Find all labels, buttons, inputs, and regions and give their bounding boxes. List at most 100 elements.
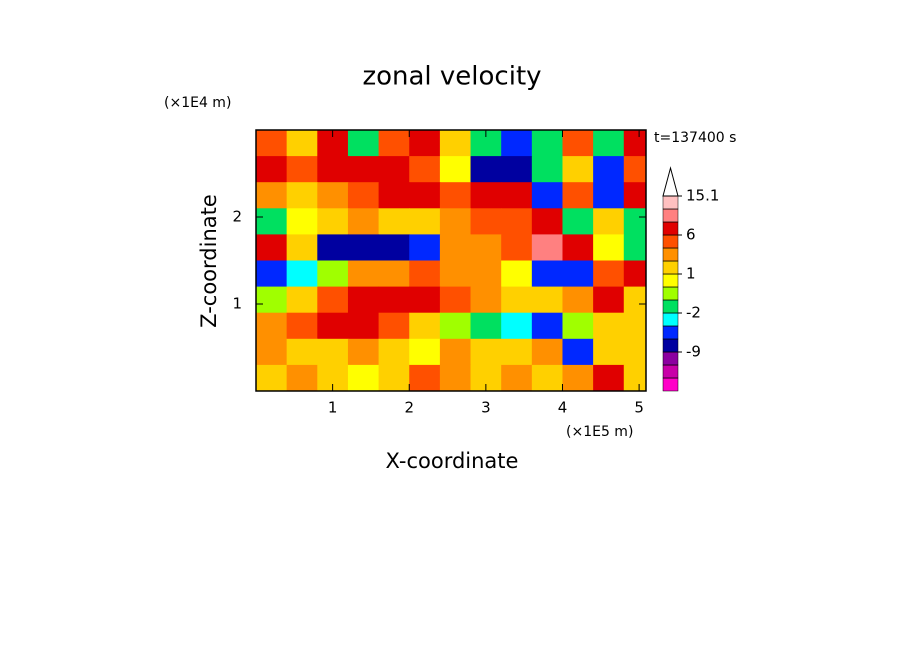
- contour-cell: [409, 156, 441, 183]
- contour-cell: [256, 208, 288, 235]
- contour-cell: [562, 312, 594, 340]
- contour-cell: [409, 364, 441, 391]
- contour-cell: [593, 286, 625, 314]
- contour-cell: [439, 312, 472, 340]
- contour-cell: [378, 286, 410, 314]
- colorbar-segment: [662, 208, 679, 223]
- contour-cell: [501, 286, 533, 314]
- y-tick-label: 2: [232, 208, 242, 226]
- contour-cell: [256, 234, 288, 261]
- contour-cell: [256, 312, 288, 340]
- contour-cell: [378, 338, 410, 366]
- contour-cell: [470, 338, 502, 366]
- colorbar-tick-label: -9: [686, 343, 701, 361]
- contour-cell: [623, 182, 646, 209]
- contour-cell: [409, 260, 441, 288]
- contour-cell: [593, 260, 625, 288]
- y-axis-label: Z-coordinate: [197, 194, 221, 328]
- contour-cell: [286, 234, 318, 261]
- contour-cell: [562, 208, 594, 235]
- contour-cell: [470, 260, 502, 288]
- contour-cell: [531, 364, 563, 391]
- y-tick-label: 1: [232, 295, 242, 313]
- colorbar-segment: [662, 364, 679, 379]
- contour-cell: [623, 338, 646, 366]
- contour-cell: [562, 182, 594, 209]
- contour-cell: [501, 130, 533, 157]
- contour-cell: [623, 260, 646, 288]
- contour-cell: [378, 364, 410, 391]
- contour-cell: [470, 208, 502, 235]
- contour-cell: [286, 364, 318, 391]
- contour-cell: [470, 156, 502, 183]
- contour-cell: [593, 338, 625, 366]
- contour-cell: [256, 182, 288, 209]
- contour-cell: [562, 364, 594, 391]
- contour-cell: [562, 260, 594, 288]
- contour-cell: [286, 208, 318, 235]
- contour-cell: [378, 130, 410, 157]
- colorbar-tick-label: -2: [686, 304, 701, 322]
- contour-cell: [256, 130, 288, 157]
- x-tick-label: 5: [634, 399, 644, 417]
- x-tick-label: 3: [481, 399, 491, 417]
- colorbar-segment: [662, 351, 679, 366]
- colorbar-tick-label: 1: [686, 265, 696, 283]
- contour-cell: [256, 286, 288, 314]
- colorbar-segment: [662, 234, 679, 249]
- contour-cell: [286, 130, 318, 157]
- contour-cell: [347, 130, 380, 157]
- colorbar-segment: [662, 377, 679, 392]
- contour-cell: [501, 312, 533, 340]
- contour-cell: [256, 364, 288, 391]
- contour-cell: [439, 130, 472, 157]
- colorbar-segment: [662, 273, 679, 288]
- contour-cell: [347, 286, 380, 314]
- contour-cell: [378, 182, 410, 209]
- contour-cell: [562, 234, 594, 261]
- contour-cell: [286, 312, 318, 340]
- contour-cell: [347, 312, 380, 340]
- contour-cell: [317, 286, 349, 314]
- contour-cell: [317, 312, 349, 340]
- contour-cell: [501, 156, 533, 183]
- contour-cell: [501, 234, 533, 261]
- contour-cell: [409, 208, 441, 235]
- contour-cell: [317, 156, 349, 183]
- contour-cell: [593, 312, 625, 340]
- contour-cell: [256, 260, 288, 288]
- contour-cell: [623, 312, 646, 340]
- contour-cell: [286, 156, 318, 183]
- colorbar-segment: [662, 312, 679, 327]
- contour-cell: [317, 338, 349, 366]
- contour-cell: [439, 234, 472, 261]
- contour-cell: [409, 182, 441, 209]
- contour-cell: [256, 338, 288, 366]
- contour-cell: [623, 364, 646, 391]
- contour-cell: [347, 182, 380, 209]
- contour-cell: [593, 130, 625, 157]
- contour-cell: [347, 338, 380, 366]
- contour-cell: [439, 260, 472, 288]
- contour-cell: [562, 130, 594, 157]
- contour-cell: [286, 338, 318, 366]
- colorbar-segment: [662, 338, 679, 353]
- contour-cell: [531, 260, 563, 288]
- contour-cell: [409, 130, 441, 157]
- colorbar-segment: [662, 286, 679, 301]
- contour-cell: [439, 182, 472, 209]
- x-axis-label: X-coordinate: [386, 449, 519, 473]
- contour-cell: [531, 208, 563, 235]
- contour-cell: [470, 312, 502, 340]
- contour-cell: [531, 312, 563, 340]
- colorbar-segment: [662, 195, 679, 210]
- contour-cell: [409, 234, 441, 261]
- contour-cell: [347, 260, 380, 288]
- colorbar-segment: [662, 247, 679, 262]
- contour-cell: [501, 208, 533, 235]
- contour-cell: [501, 338, 533, 366]
- contour-cell: [378, 156, 410, 183]
- chart-title: zonal velocity: [362, 62, 541, 92]
- x-tick-label: 4: [558, 399, 568, 417]
